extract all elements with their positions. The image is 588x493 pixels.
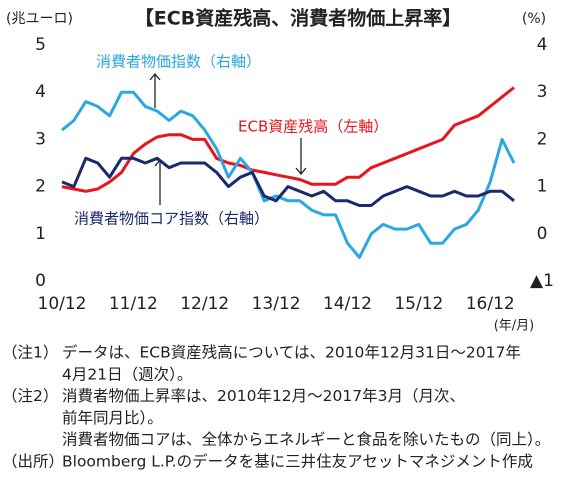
note-label: （注1） [2, 344, 58, 362]
y-tick-label: 3 [35, 129, 46, 149]
series-label: 消費者物価コア指数（右軸） [74, 210, 269, 228]
y2-tick-label: 0 [537, 224, 548, 244]
series-label: 消費者物価指数（右軸） [96, 53, 261, 71]
plot-area [61, 86, 516, 259]
y-tick-label: 2 [35, 177, 46, 197]
x-tick-label: 11/12 [109, 294, 158, 314]
y-tick-label: 1 [35, 224, 46, 244]
x-tick-label: 14/12 [323, 294, 372, 314]
note-label: （出所） [2, 453, 64, 471]
note-text: データは、ECB資産残高については、2010年12月31日～2017年 [62, 343, 521, 362]
chart-title: 【ECB資産残高、消費者物価上昇率】 [135, 7, 461, 30]
y2-tick-label: 2 [537, 129, 548, 149]
x-tick-label: 13/12 [252, 294, 301, 314]
x-tick-label: 16/12 [466, 294, 515, 314]
y-tick-label: 4 [35, 82, 46, 102]
y2-tick-label: 1 [537, 177, 548, 197]
y2-tick-label: 3 [537, 82, 548, 102]
note-text: 消費者物価上昇率は、2010年12月～2017年3月（月次、 [62, 387, 465, 405]
note-text: 消費者物価コアは、全体からエネルギーと食品を除いたもの（同上）。 [62, 431, 550, 449]
series-line [61, 90, 516, 259]
notes: （注1） データは、ECB資産残高については、2010年12月31日～2017年 4… [2, 343, 550, 471]
x-tick-label: 12/12 [180, 294, 229, 314]
x-axis-label: (年/月) [494, 319, 535, 334]
note-text: 前年同月比）。 [62, 409, 163, 427]
series-line [61, 86, 515, 193]
y-tick-label: 5 [35, 35, 46, 55]
x-tick-label: 10/12 [38, 294, 87, 314]
y2-tick-label: 4 [537, 35, 548, 55]
y-tick-label: 0 [35, 271, 46, 291]
note-text: 4月21日（週次）。 [62, 365, 192, 383]
note-label: （注2） [2, 387, 58, 405]
x-tick-label: 15/12 [394, 294, 443, 314]
y2-tick-label: ▲1 [530, 271, 554, 291]
series-label: ECB資産残高（左軸） [238, 118, 388, 136]
note-text: Bloomberg L.P.のデータを基に三井住友アセットマネジメント作成 [62, 452, 533, 471]
y-axis-label: (兆ユーロ) [6, 11, 73, 27]
series-line [61, 156, 515, 207]
y2-axis-label: (%) [522, 11, 546, 27]
